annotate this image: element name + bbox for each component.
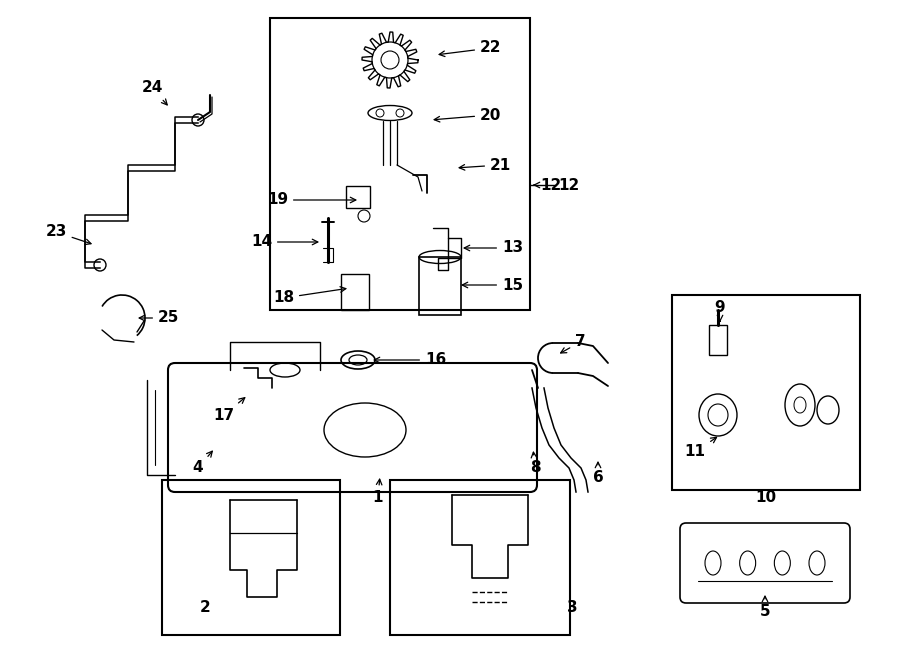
Text: 15: 15 <box>463 278 523 293</box>
Text: 9: 9 <box>715 301 725 321</box>
Bar <box>270 18 530 310</box>
Text: 20: 20 <box>434 108 501 122</box>
Text: 16: 16 <box>374 352 446 368</box>
Text: 25: 25 <box>140 311 179 325</box>
Bar <box>346 186 370 208</box>
Text: 2: 2 <box>200 600 211 615</box>
Text: 17: 17 <box>213 398 245 422</box>
Text: 18: 18 <box>273 287 346 305</box>
Text: 10: 10 <box>755 490 777 506</box>
Text: 23: 23 <box>45 225 91 245</box>
Text: 21: 21 <box>459 157 511 173</box>
Text: 5: 5 <box>760 596 770 619</box>
Text: 4: 4 <box>193 451 212 475</box>
Bar <box>162 480 340 635</box>
Bar <box>419 257 461 315</box>
Text: 11: 11 <box>685 438 716 459</box>
Text: 8: 8 <box>530 452 540 475</box>
Text: 13: 13 <box>464 241 523 256</box>
Bar <box>341 274 369 310</box>
Text: 7: 7 <box>561 334 586 353</box>
Text: 3: 3 <box>567 600 577 615</box>
Bar <box>390 480 570 635</box>
Text: 24: 24 <box>141 81 167 105</box>
Text: 22: 22 <box>439 40 501 57</box>
Text: 12: 12 <box>558 178 580 192</box>
Bar <box>672 295 860 490</box>
Text: 14: 14 <box>251 235 318 249</box>
Text: 12: 12 <box>534 178 562 192</box>
Text: 19: 19 <box>267 192 356 208</box>
Text: 1: 1 <box>373 479 383 506</box>
Text: 6: 6 <box>592 462 603 485</box>
Bar <box>709 325 727 355</box>
